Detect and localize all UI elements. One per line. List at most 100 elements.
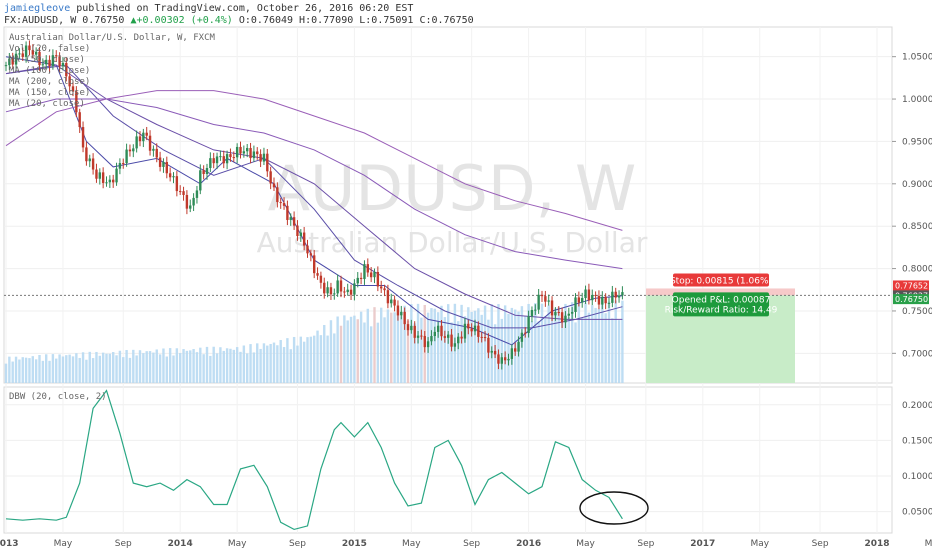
candle-body	[266, 153, 269, 172]
volume-bar	[299, 336, 302, 383]
candle-body	[122, 163, 125, 165]
volume-bar	[232, 349, 235, 383]
candle-body	[155, 148, 158, 158]
volume-bar	[138, 350, 142, 383]
time-tick-label: 2014	[168, 539, 193, 549]
volume-bar	[252, 352, 256, 383]
volume-bar	[262, 343, 266, 383]
time-tick-label: 2018	[864, 539, 889, 549]
volume-bar	[463, 316, 467, 383]
candle-body	[396, 305, 400, 316]
candle-body	[326, 287, 329, 294]
volume-bar	[249, 344, 252, 383]
candle-body	[115, 168, 118, 183]
indicator-label: Vol (20, false)	[9, 44, 90, 54]
publisher-line: jamiegleove published on TradingView.com…	[4, 3, 413, 14]
candle-body	[336, 280, 339, 294]
volume-bar	[98, 355, 101, 383]
candle-body	[259, 154, 262, 162]
candle-body	[105, 182, 108, 184]
candle-body	[232, 157, 235, 159]
volume-bar	[607, 301, 611, 383]
volume-bar	[61, 356, 65, 383]
candle-body	[282, 203, 286, 206]
pnl-box	[673, 292, 769, 317]
candle-body	[309, 253, 313, 256]
candle-body	[45, 59, 48, 65]
candle-body	[403, 311, 406, 325]
volume-bar	[540, 303, 544, 383]
volume-bar	[319, 335, 323, 383]
change-value: +0.00302 (+0.4%)	[136, 15, 233, 26]
candle-body	[463, 323, 467, 339]
volume-bar	[497, 304, 500, 383]
indicator-label: Australian Dollar/U.S. Dollar, W, FXCM	[9, 33, 215, 43]
candle-body	[246, 148, 249, 152]
volume-bar	[269, 343, 272, 383]
candle-body	[68, 76, 71, 87]
position-tool[interactable]: Stop: 0.00815 (1.06%) Opened P&L: 0.00087…	[4, 273, 892, 383]
candle-body	[390, 299, 393, 304]
candle-body	[453, 343, 457, 347]
volume-bar	[18, 359, 21, 383]
volume-bar	[122, 357, 125, 383]
candle-body	[423, 335, 426, 348]
candle-body	[349, 289, 353, 295]
volume-bar	[527, 303, 530, 383]
candle-body	[467, 323, 470, 329]
volume-bar	[413, 323, 416, 383]
volume-bar	[621, 300, 624, 383]
volume-bar	[239, 351, 242, 383]
volume-bar	[45, 354, 48, 383]
volume-bar	[85, 359, 88, 383]
candle-body	[514, 348, 517, 352]
volume-bar	[577, 301, 581, 383]
candle-body	[58, 56, 61, 67]
volume-bar	[480, 314, 483, 383]
candle-body	[413, 325, 416, 338]
volume-bar	[483, 305, 487, 383]
volume-bar	[296, 345, 299, 383]
volume-bar	[430, 308, 433, 383]
time-tick-label: Sep	[637, 539, 654, 549]
volume-bar	[21, 357, 24, 383]
volume-bar	[363, 322, 366, 383]
volume-bar	[557, 306, 560, 383]
volume-bar	[457, 321, 460, 383]
indicator-pane[interactable]	[3, 386, 893, 534]
volume-bar	[376, 322, 380, 383]
volume-bar	[289, 349, 292, 383]
candle-body	[55, 55, 58, 57]
volume-bar	[65, 355, 68, 383]
candle-body	[219, 156, 222, 158]
volume-bar	[386, 309, 390, 383]
volume-bar	[383, 317, 386, 383]
volume-bar	[433, 308, 436, 383]
candle-body	[205, 168, 209, 175]
volume-bar	[554, 308, 557, 383]
candle-body	[185, 194, 189, 209]
time-axis[interactable]: 2013 May Sep 2014 May Sep 2015 May Sep 2016 May Sep…	[0, 539, 932, 549]
ma-line	[5, 90, 623, 231]
candle-body	[557, 312, 560, 314]
volume-bar	[48, 360, 51, 383]
volume-bar	[507, 313, 510, 383]
volume-bar	[259, 348, 262, 383]
username-link[interactable]: jamiegleove	[4, 3, 71, 14]
candle-body	[380, 286, 383, 289]
candle-body	[601, 296, 604, 305]
volume-bar	[336, 316, 339, 383]
annotation-circle[interactable]	[579, 491, 649, 525]
volume-bar	[306, 337, 309, 383]
indicator-axis[interactable]: 0.2000 0.1500 0.1000 0.0500	[902, 401, 932, 518]
candle-body	[577, 297, 581, 303]
volume-bar	[78, 357, 81, 383]
volume-bar	[152, 352, 155, 383]
time-tick-label: Sep	[812, 539, 829, 549]
candle-body	[135, 136, 138, 149]
volume-bar	[400, 316, 403, 383]
